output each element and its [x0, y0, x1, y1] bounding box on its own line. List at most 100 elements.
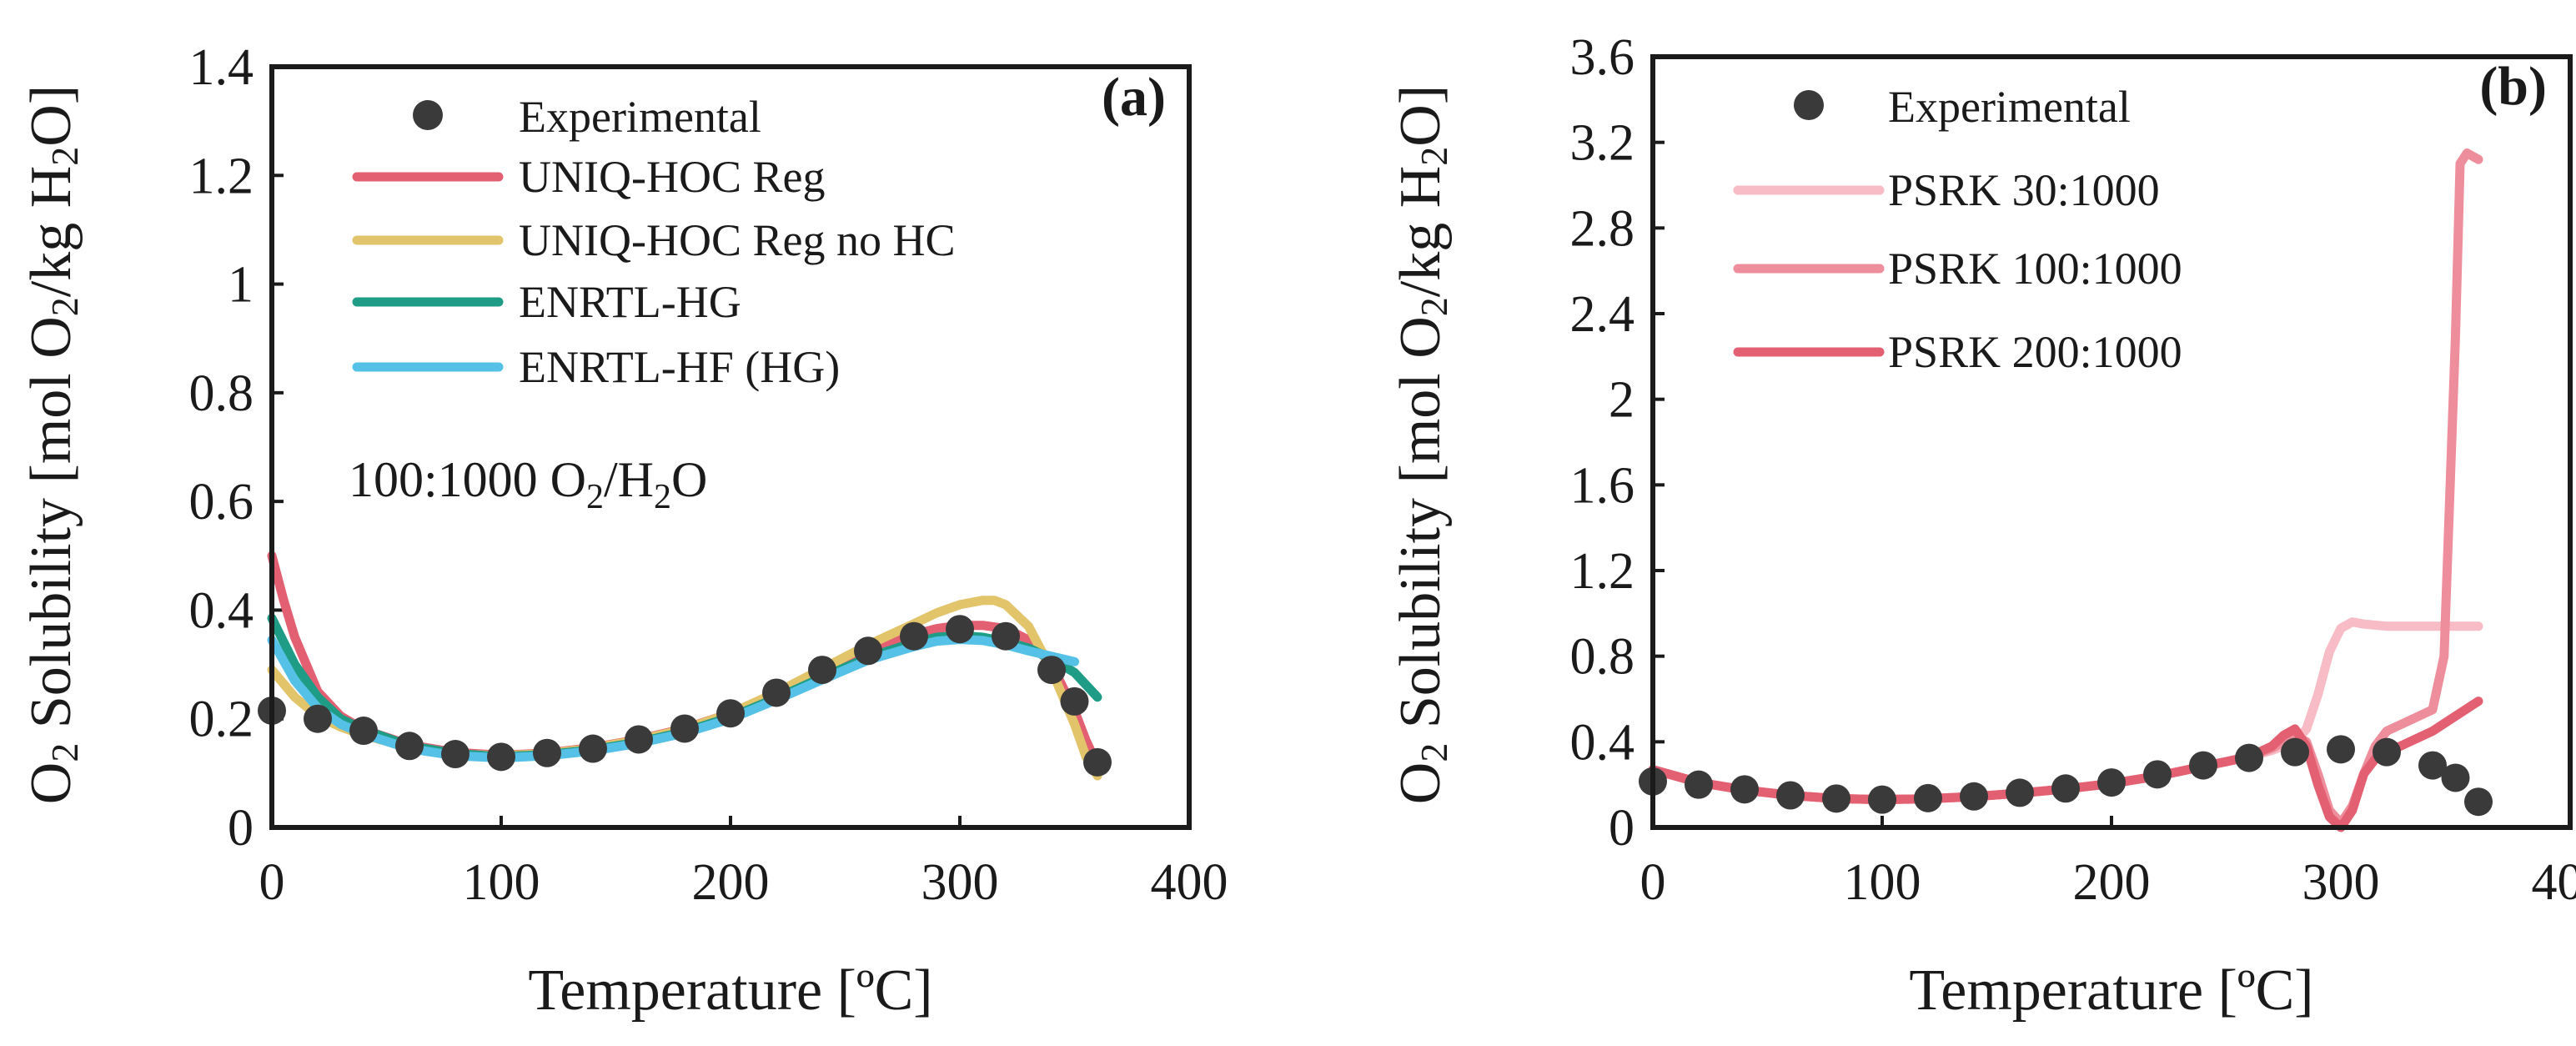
panel-a-experimental-point [487, 742, 515, 772]
panel-a-annotation-sub1: 2 [586, 478, 604, 516]
svg-text:O2 Solubility [mol O2/kg H2O]: O2 Solubility [mol O2/kg H2O] [1388, 85, 1455, 804]
panel-b-legend-label-psrk-200-1000: PSRK 200:1000 [1888, 327, 2182, 377]
panel-a-ytick-label: 0.8 [189, 365, 254, 422]
panel-b-legend-marker-experimental [1794, 90, 1824, 120]
panel-a-experimental-point [670, 714, 699, 743]
panel-a-ylabel-sub1: 2 [43, 743, 86, 762]
panel-a-experimental-point [579, 734, 607, 763]
panel-a-ylabel-h: /kg H [19, 166, 83, 298]
panel-a-series-enrtl-hf-hg [267, 635, 1079, 763]
panel-a-experimental-point [533, 738, 561, 767]
panel-a-experimental-point [1060, 686, 1089, 716]
panel-a-xtick-label: 300 [921, 854, 999, 911]
panel-a-experimental-point [716, 699, 745, 728]
panel-a-experimental-point [349, 717, 378, 746]
panel-a-xtick-label: 200 [692, 854, 770, 911]
panel-a-experimental-point [808, 656, 836, 685]
panel-b-experimental-point [2418, 751, 2447, 780]
panel-b-ytick-label: 0.4 [1570, 714, 1635, 771]
panel-a-ylabel-sub2: 2 [43, 297, 86, 316]
panel-b-experimental-point [2143, 760, 2172, 789]
panel-a-y-ylabel: O2 Solubility [mol O2/kg H2O] [19, 85, 86, 804]
panel-a-legend-label-uniq-hoc-reg-no-hc: UNIQ-HOC Reg no HC [519, 215, 955, 265]
panel-a-experimental-point [304, 704, 332, 733]
panel-a-annotation: 100:1000 O2/H2O [349, 452, 707, 516]
panel-b-experimental-point [1868, 785, 1896, 814]
panel-a-legend-label-experimental: Experimental [519, 92, 761, 142]
panel-b-ylabel-end: O] [1388, 85, 1453, 147]
panel-a-experimental-points [258, 615, 1112, 777]
panel-b-experimental-point [2097, 768, 2126, 797]
panel-b-ytick-label: 1.2 [1570, 543, 1635, 600]
panel-a-ytick-label: 1 [228, 257, 254, 314]
panel-b-legend-label-psrk-100-1000: PSRK 100:1000 [1888, 244, 2182, 294]
panel-b-legend: Experimental PSRK 30:1000 PSRK 100:1000 PSR… [1733, 82, 2182, 377]
panel-a-experimental-point [762, 678, 791, 707]
panel-b-ytick-label: 2.4 [1570, 286, 1635, 343]
panel-a-experimental-point [1083, 747, 1112, 777]
panel-b-experimental-point [1914, 783, 1942, 812]
panel-b-experimental-point [2006, 778, 2034, 807]
panel-a-ylabel-o: O [19, 762, 83, 805]
panel-b-ytick-label: 0.8 [1570, 629, 1635, 686]
panel-b-series-psrk-30-1000 [1648, 617, 2483, 805]
panel-b-experimental-point [2189, 751, 2217, 780]
panel-b-ylabel-h: /kg H [1388, 166, 1453, 298]
panel-a-annotation-o: O [671, 452, 707, 507]
panel-a-xlabel: Temperature [ºC] [528, 958, 932, 1023]
panel-a-experimental-point [946, 615, 974, 644]
panel-a-xtick-label: 400 [1151, 854, 1228, 911]
panel-b-xtick-label: 200 [2073, 854, 2151, 911]
panel-b: O2 Solubility [mol O2/kg H2O] Temperatur… [1388, 29, 2576, 1023]
panel-a-legend-label-enrtl-hf-hg: ENRTL-HF (HG) [519, 342, 840, 392]
panel-a-axis-ticks: 0 100 200 300 400 0 0.2 0.4 0.6 0.8 1 1.2 1.4 [189, 39, 1228, 911]
panel-a-ylabel-end: O] [19, 85, 83, 147]
panel-b-xlabel: Temperature [ºC] [1909, 958, 2313, 1023]
panel-a-experimental-point [441, 740, 470, 769]
panel-b-ytick-label: 1.6 [1570, 457, 1635, 514]
panel-a-annotation-ratio: 100:1000 O [349, 452, 586, 507]
panel-a-annotation-h: /H [604, 452, 654, 507]
panel-b-ylabel-sub1: 2 [1413, 743, 1455, 762]
panel-b-ytick-label: 2.8 [1570, 200, 1635, 257]
panel-a-plot-frame [269, 64, 1192, 830]
panel-b-experimental-point [2464, 787, 2493, 817]
panel-a-experimental-point [395, 732, 424, 761]
panel-b-experimental-point [2281, 737, 2309, 767]
panel-a-ytick-label: 0.6 [189, 474, 254, 531]
panel-b-ylabel-sub3: 2 [1413, 147, 1455, 166]
panel-a-xtick-label: 0 [259, 854, 285, 911]
panel-a-ytick-label: 0.2 [189, 691, 254, 748]
panel-a-legend-label-enrtl-hg: ENRTL-HG [519, 277, 741, 327]
panel-a-experimental-point [854, 636, 882, 666]
panel-b-xtick-label: 400 [2532, 854, 2576, 911]
panel-a-ytick-label: 0 [228, 800, 254, 857]
panel-b-legend-label-experimental: Experimental [1888, 82, 2131, 132]
panel-b-experimental-point [1960, 782, 1988, 811]
panel-b-experimental-point [1685, 770, 1713, 799]
panel-b-label: (b) [2479, 56, 2547, 117]
panel-b-series-psrk-200-1000 [1648, 696, 2483, 832]
panel-a-experimental-point [900, 621, 928, 651]
panel-b-ytick-label: 0 [1609, 800, 1634, 857]
panel-a-label: (a) [1102, 67, 1166, 128]
panel-b-experimental-point [1730, 775, 1759, 804]
panel-b-plot-frame [1650, 54, 2573, 830]
panel-b-experimental-point [2373, 737, 2401, 767]
panel-a-annotation-sub2: 2 [654, 478, 671, 516]
panel-b-experimental-point [2441, 763, 2470, 792]
panel-b-ylabel-o: O [1388, 762, 1453, 805]
panel-a-ytick-label: 1.4 [189, 39, 254, 96]
panel-a-experimental-point [625, 725, 653, 754]
panel-b-legend-label-psrk-30-1000: PSRK 30:1000 [1888, 165, 2160, 215]
panel-b-ytick-label: 2 [1609, 372, 1634, 429]
panel-b-xtick-label: 100 [1844, 854, 1921, 911]
panel-b-y-ylabel: O2 Solubility [mol O2/kg H2O] [1388, 85, 1455, 804]
panel-b-ytick-label: 3.2 [1570, 115, 1635, 172]
panel-a-legend: Experimental UNIQ-HOC Reg UNIQ-HOC Reg no … [352, 92, 955, 392]
panel-b-experimental-point [2327, 735, 2355, 764]
panel-a-legend-label-uniq-hoc-reg: UNIQ-HOC Reg [519, 152, 825, 202]
panel-b-experimental-point [1776, 781, 1805, 810]
panel-a-ylabel-sub3: 2 [43, 147, 86, 166]
